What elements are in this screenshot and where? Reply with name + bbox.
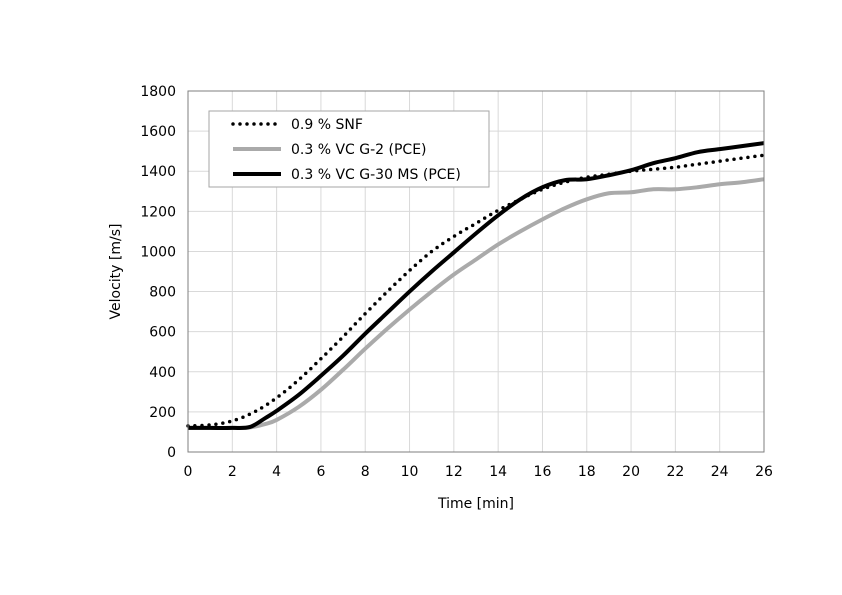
series-line-2	[187, 141, 765, 431]
y-tick-label: 1600	[140, 124, 176, 140]
legend-label: 0.9 % SNF	[291, 117, 363, 133]
x-tick-label: 22	[666, 464, 684, 480]
x-tick-label: 4	[272, 464, 281, 480]
x-tick-label: 10	[401, 464, 419, 480]
series-line-1	[187, 177, 765, 430]
x-tick-label: 12	[445, 464, 463, 480]
x-tick-label: 14	[489, 464, 507, 480]
y-tick-label: 1400	[140, 164, 176, 180]
y-tick-label: 1000	[140, 244, 176, 260]
y-tick-label: 400	[149, 365, 176, 381]
x-tick-labels: 0 2 4 6 8 10 12 14 16 18 20 22 24 26	[184, 464, 773, 480]
y-tick-labels: 0 200 400 600 800 1000 1200 1400 1600 1800	[140, 84, 176, 461]
series-line-0	[186, 153, 766, 428]
x-tick-label: 16	[534, 464, 552, 480]
x-tick-label: 26	[755, 464, 773, 480]
plot-frame	[187, 90, 765, 453]
x-tick-label: 6	[316, 464, 325, 480]
legend: 0.9 % SNF 0.3 % VC G-2 (PCE) 0.3 % VC G-30…	[208, 110, 490, 188]
legend-label: 0.3 % VC G-2 (PCE)	[291, 142, 427, 158]
x-tick-label: 24	[711, 464, 729, 480]
y-tick-label: 1800	[140, 84, 176, 100]
x-tick-label: 8	[361, 464, 370, 480]
x-axis-title: Time [min]	[437, 496, 514, 512]
y-tick-label: 600	[149, 325, 176, 341]
x-tick-label: 20	[622, 464, 640, 480]
y-tick-label: 1200	[140, 204, 176, 220]
x-tick-label: 2	[228, 464, 237, 480]
y-tick-label: 0	[167, 445, 176, 461]
x-tick-label: 0	[184, 464, 193, 480]
y-tick-label: 800	[149, 285, 176, 301]
series-layer	[186, 141, 766, 431]
y-axis-title: Velocity [m/s]	[108, 224, 124, 320]
y-tick-label: 200	[149, 405, 176, 421]
x-tick-label: 18	[578, 464, 596, 480]
legend-label: 0.3 % VC G-30 MS (PCE)	[291, 167, 461, 183]
